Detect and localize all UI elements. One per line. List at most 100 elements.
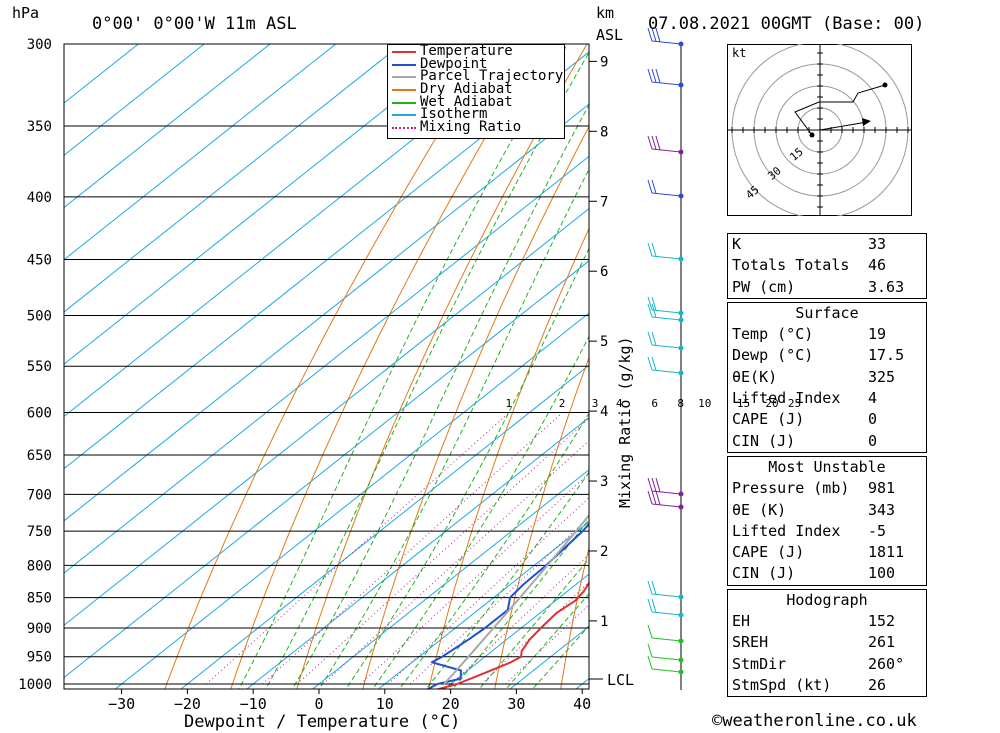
legend-label: Wet Adiabat	[420, 93, 513, 110]
mixing-ratio-line	[451, 553, 589, 685]
x-tick-label: 40	[573, 695, 591, 713]
mixing-ratio-tick-label: 20	[765, 397, 778, 410]
hodo-row-eh: EH 152	[728, 611, 926, 632]
legend-item-parcel-trajectory: Parcel Trajectory	[388, 68, 564, 85]
index-value: 261	[868, 633, 896, 652]
surface-row-thetae: θE(K) 325	[728, 367, 926, 388]
height-tick-label: 5	[600, 334, 608, 350]
wet-adiabat-line	[478, 558, 589, 689]
wind-barb-flag	[651, 303, 657, 318]
wind-barb-flag	[651, 356, 657, 371]
mu-row-cape: CAPE (J) 1811	[728, 542, 926, 563]
wind-barb-flag	[655, 490, 661, 505]
dry-adiabat-line	[296, 44, 588, 689]
index-label: PW (cm)	[732, 277, 796, 296]
wind-barb-flag	[655, 68, 661, 83]
wind-barb-flag	[647, 331, 653, 346]
wind-barb-flag	[647, 356, 653, 371]
surface-box: Surface Temp (°C) 19 Dewp (°C) 17.5 θE(K) 3…	[727, 301, 927, 453]
mixing-ratio-tick-label: 8	[677, 397, 684, 410]
index-value: 17.5	[868, 346, 905, 365]
mixing-ratio-tick-label: 25	[788, 397, 801, 410]
pressure-tick-label: 300	[27, 37, 52, 53]
index-label: CIN (J)	[732, 564, 796, 583]
wet-adiabat-line	[291, 104, 589, 689]
legend-label: Temperature	[420, 43, 513, 59]
height-tick-label: 3	[600, 474, 608, 490]
mixing-ratio-tick-label: 6	[651, 397, 658, 410]
legend-swatch	[392, 51, 416, 53]
wind-barb-flag	[647, 296, 653, 311]
mixing-ratio-tick-label: 3	[592, 397, 599, 410]
pressure-tick-label: 450	[27, 253, 52, 269]
index-value: -5	[868, 521, 887, 540]
wind-barb-shaft	[651, 611, 682, 616]
index-label: CIN (J)	[732, 431, 796, 450]
wind-barb-shaft	[651, 344, 682, 349]
wind-barb-flag	[651, 598, 657, 613]
most-unstable-title: Most Unstable	[768, 457, 886, 476]
pressure-tick-label: 750	[27, 524, 52, 540]
index-label: StmDir	[732, 654, 787, 673]
mixing-ratio-tick-label: 10	[698, 397, 711, 410]
legend-swatch	[392, 114, 416, 117]
x-axis-title: Dewpoint / Temperature (°C)	[184, 712, 460, 732]
height-tick-label: 2	[600, 544, 608, 560]
credit-link[interactable]: ©weatheronline.co.uk	[712, 711, 917, 731]
wind-barb-flag	[647, 624, 653, 639]
wind-barb-flag	[655, 135, 661, 150]
pressure-tick-label: 1000	[18, 677, 52, 693]
legend-label: Mixing Ratio	[420, 119, 522, 136]
mixing-ratio-tick-label: 2	[559, 397, 566, 410]
pressure-tick-label: 600	[27, 405, 52, 421]
wet-adiabat-line	[265, 51, 589, 689]
wind-barb-shaft	[651, 668, 682, 673]
dry-adiabat-line	[560, 545, 589, 689]
index-label: Dewp (°C)	[732, 346, 814, 365]
wet-adiabat-line	[531, 625, 589, 689]
index-label: θE(K)	[732, 367, 778, 386]
index-row-k: K 33	[728, 234, 926, 255]
isotherm-line	[64, 155, 589, 574]
legend-item-temperature: Temperature	[388, 43, 564, 59]
legend-label: Dry Adiabat	[420, 81, 513, 98]
height-tick-label: 1	[600, 614, 608, 630]
datetime-title: 07.08.2021 00GMT (Base: 00)	[648, 14, 924, 34]
isotherm-line	[64, 260, 589, 679]
hodograph-trace	[794, 84, 886, 136]
index-value: 33	[868, 235, 887, 253]
index-value: 100	[868, 564, 896, 583]
plot-frame	[63, 43, 590, 690]
index-label: Lifted Index	[732, 389, 841, 408]
pressure-tick-label: 650	[27, 448, 52, 464]
mixing-ratio-line	[297, 417, 589, 685]
height-tick-label: 6	[600, 264, 608, 280]
wet-adiabat-line	[318, 168, 589, 689]
legend-label: Parcel Trajectory	[420, 68, 564, 85]
dry-adiabat-line	[164, 44, 495, 689]
pressure-tick-label: 350	[27, 119, 52, 135]
index-label: Totals Totals	[732, 256, 850, 275]
wind-barb-flag	[651, 242, 657, 257]
isotherm-line	[246, 416, 589, 689]
isotherm-line	[180, 364, 589, 689]
mixing-ratio-axis-title: Mixing Ratio (g/kg)	[616, 336, 634, 508]
dry-adiabat-line	[428, 227, 589, 689]
surface-row-temp: Temp (°C) 19	[728, 324, 926, 345]
x-tick-label: −30	[108, 695, 135, 713]
index-label: Lifted Index	[732, 521, 841, 540]
pressure-tick-label: 900	[27, 621, 52, 637]
dry-adiabat-line	[494, 356, 589, 689]
pressure-tick-label: 850	[27, 591, 52, 607]
wind-barb-flag	[655, 27, 661, 42]
mu-row-cin: CIN (J) 100	[728, 563, 926, 584]
wind-barb-flag	[651, 68, 657, 83]
wind-barb-shaft	[651, 503, 682, 508]
mu-row-li: Lifted Index -5	[728, 521, 926, 542]
index-label: Pressure (mb)	[732, 479, 850, 498]
index-value: 260°	[868, 654, 905, 673]
series-dewpoint	[427, 522, 589, 689]
wind-barb-shaft	[651, 255, 682, 260]
surface-row-cape: CAPE (J) 0	[728, 409, 926, 430]
dry-adiabat-line	[362, 125, 589, 689]
